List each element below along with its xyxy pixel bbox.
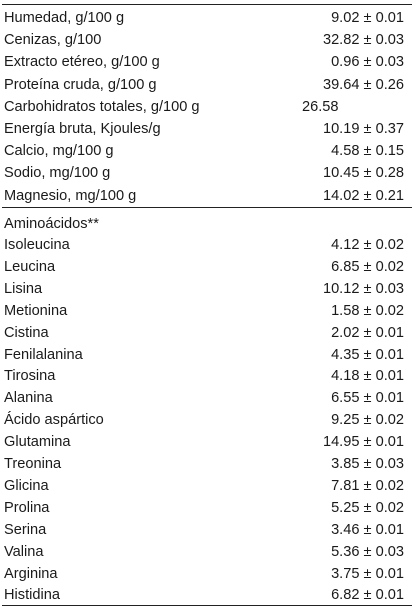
table-row: Serina 3.46 ± 0.01 bbox=[0, 519, 420, 541]
table-row: Fenilalanina 4.35 ± 0.01 bbox=[0, 344, 420, 366]
row-label: Cenizas, g/100 bbox=[4, 32, 102, 49]
row-value: 6.55 ± 0.01 bbox=[331, 390, 404, 407]
row-label: Valina bbox=[4, 543, 44, 560]
section-divider bbox=[2, 207, 412, 208]
row-value: 10.45 ± 0.28 bbox=[322, 165, 404, 182]
row-label: Calcio, mg/100 g bbox=[4, 143, 114, 160]
bottom-rule bbox=[2, 605, 412, 606]
row-label: Prolina bbox=[4, 499, 50, 516]
table-row: Glicina 7.81 ± 0.02 bbox=[0, 475, 420, 497]
row-value: 3.46 ± 0.01 bbox=[331, 521, 404, 538]
row-label: Glutamina bbox=[4, 434, 71, 451]
row-label: Alanina bbox=[4, 390, 53, 407]
table-row: Extracto etéreo, g/100 g 0.96 ± 0.03 bbox=[0, 51, 420, 73]
row-label: Lisina bbox=[4, 280, 43, 297]
row-value: 4.58 ± 0.15 bbox=[331, 143, 404, 160]
row-label: Sodio, mg/100 g bbox=[4, 165, 111, 182]
table-row: Humedad, g/100 g 9.02 ± 0.01 bbox=[0, 7, 420, 29]
table-row: Ácido aspártico 9.25 ± 0.02 bbox=[0, 409, 420, 431]
table-row: Magnesio, mg/100 g 14.02 ± 0.21 bbox=[0, 185, 420, 207]
table-row: Glutamina 14.95 ± 0.01 bbox=[0, 431, 420, 453]
row-value: 39.64 ± 0.26 bbox=[322, 76, 404, 93]
row-value: 14.95 ± 0.01 bbox=[322, 434, 404, 451]
row-value: 4.35 ± 0.01 bbox=[331, 346, 404, 363]
table-row: Tirosina 4.18 ± 0.01 bbox=[0, 365, 420, 387]
table-row: Alanina 6.55 ± 0.01 bbox=[0, 387, 420, 409]
table-row: Cistina 2.02 ± 0.01 bbox=[0, 322, 420, 344]
row-label: Proteína cruda, g/100 g bbox=[4, 76, 157, 93]
row-label: Magnesio, mg/100 g bbox=[4, 187, 137, 204]
row-label: Leucina bbox=[4, 258, 56, 275]
table-row: Prolina 5.25 ± 0.02 bbox=[0, 497, 420, 519]
table-row: Lisina 10.12 ± 0.03 bbox=[0, 278, 420, 300]
row-label: Isoleucina bbox=[4, 237, 70, 253]
row-label: Cistina bbox=[4, 324, 49, 341]
table-row: Histidina 6.82 ± 0.01 bbox=[0, 584, 420, 606]
row-value: 3.75 ± 0.01 bbox=[331, 565, 404, 582]
row-label: Extracto etéreo, g/100 g bbox=[4, 54, 160, 71]
table-row: Metionina 1.58 ± 0.02 bbox=[0, 300, 420, 322]
table-row: Sodio, mg/100 g 10.45 ± 0.28 bbox=[0, 162, 420, 184]
row-value: 5.25 ± 0.02 bbox=[331, 499, 404, 516]
table-row: Cenizas, g/100 32.82 ± 0.03 bbox=[0, 29, 420, 51]
row-label: Metionina bbox=[4, 302, 68, 319]
table-row: Energía bruta, Kjoules/g 10.19 ± 0.37 bbox=[0, 118, 420, 140]
row-label: Fenilalanina bbox=[4, 346, 83, 363]
row-label: Treonina bbox=[4, 456, 62, 472]
row-value: 3.85 ± 0.03 bbox=[331, 456, 404, 472]
row-value: 10.12 ± 0.03 bbox=[322, 280, 404, 297]
row-value: 2.02 ± 0.01 bbox=[331, 324, 404, 341]
top-rule bbox=[2, 4, 412, 5]
table-row: Proteína cruda, g/100 g 39.64 ± 0.26 bbox=[0, 74, 420, 96]
row-value: 5.36 ± 0.03 bbox=[331, 543, 404, 560]
row-value: 10.19 ± 0.37 bbox=[322, 121, 404, 137]
row-value: 4.18 ± 0.01 bbox=[331, 368, 404, 385]
row-value: 7.81 ± 0.02 bbox=[331, 477, 404, 494]
table-row: Isoleucina 4.12 ± 0.02 bbox=[0, 234, 420, 256]
row-label: Glicina bbox=[4, 477, 49, 494]
row-value: 0.96 ± 0.03 bbox=[331, 54, 404, 71]
row-label: Ácido aspártico bbox=[4, 412, 104, 429]
row-label: Serina bbox=[4, 521, 47, 538]
row-value: 6.82 ± 0.01 bbox=[331, 587, 404, 604]
table-row: Valina 5.36 ± 0.03 bbox=[0, 541, 420, 563]
row-label: Energía bruta, Kjoules/g bbox=[4, 121, 161, 137]
table-row: Carbohidratos totales, g/100 g 26.58 bbox=[0, 96, 420, 118]
row-value: 14.02 ± 0.21 bbox=[322, 187, 404, 204]
row-value: 9.25 ± 0.02 bbox=[331, 412, 404, 429]
amino-acids-title: Aminoácidos** bbox=[4, 216, 99, 232]
row-value: 32.82 ± 0.03 bbox=[322, 32, 404, 49]
row-value: 1.58 ± 0.02 bbox=[331, 302, 404, 319]
row-value: 9.02 ± 0.01 bbox=[331, 10, 404, 26]
row-label: Humedad, g/100 g bbox=[4, 10, 125, 26]
row-value: 4.12 ± 0.02 bbox=[331, 237, 404, 253]
row-label: Histidina bbox=[4, 587, 60, 604]
table-row: Arginina 3.75 ± 0.01 bbox=[0, 563, 420, 585]
table-row: Leucina 6.85 ± 0.02 bbox=[0, 256, 420, 278]
table-row: Treonina 3.85 ± 0.03 bbox=[0, 453, 420, 475]
row-label: Tirosina bbox=[4, 368, 56, 385]
row-value: 6.85 ± 0.02 bbox=[331, 258, 404, 275]
table-row: Calcio, mg/100 g 4.58 ± 0.15 bbox=[0, 140, 420, 162]
row-label: Carbohidratos totales, g/100 g bbox=[4, 98, 200, 115]
row-label: Arginina bbox=[4, 565, 58, 582]
row-value: 26.58 bbox=[302, 98, 339, 115]
